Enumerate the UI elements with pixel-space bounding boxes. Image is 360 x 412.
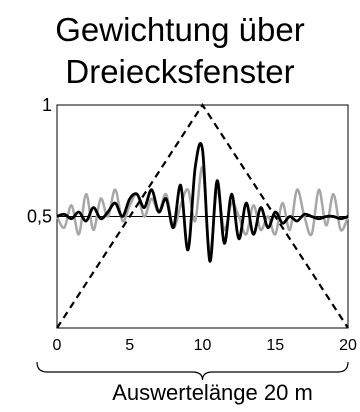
x-tick-label: 10: [194, 337, 212, 354]
x-axis-label: Auswertelänge 20 m: [112, 380, 313, 405]
axis-brace: [36, 361, 349, 381]
x-tick-label: 0: [53, 337, 62, 354]
x-tick-label: 20: [339, 337, 357, 354]
window-triangle: [56, 102, 349, 329]
x-tick-label: 5: [125, 337, 134, 354]
y-tick-label: 0,5: [27, 207, 52, 227]
x-tick-label: 15: [266, 337, 284, 354]
series-line-1: [55, 166, 350, 254]
y-tick-label: 1: [42, 95, 52, 115]
chart-title-line1: Gewichtung über: [55, 11, 305, 48]
series-line-2: [56, 142, 349, 263]
chart-title-line2: Dreiecksfenster: [65, 53, 295, 90]
